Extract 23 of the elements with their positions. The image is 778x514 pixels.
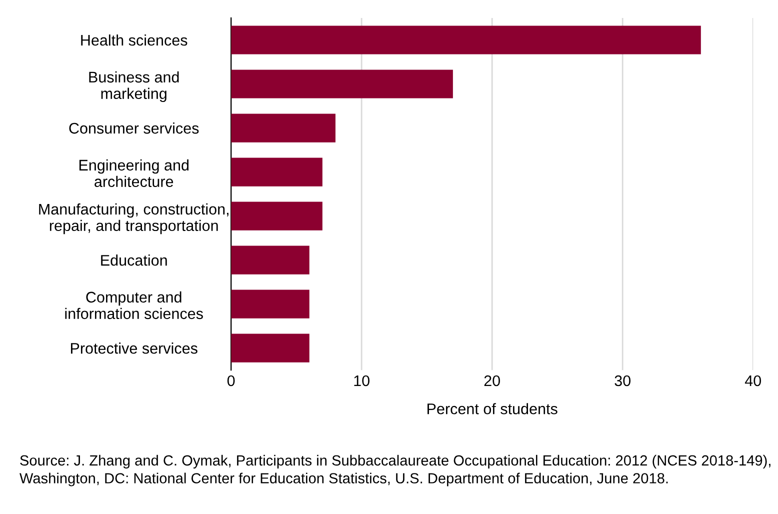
- x-tick-label: 30: [614, 375, 630, 386]
- x-axis-title: Percent of students: [428, 403, 558, 414]
- y-tick-label: Protective services: [70, 342, 198, 354]
- x-tick-label: 0: [227, 375, 235, 386]
- y-tick-label: Consumer services: [69, 122, 199, 134]
- bar: [231, 246, 310, 274]
- bar: [231, 290, 310, 318]
- bar: [231, 70, 453, 98]
- bar: [231, 334, 310, 362]
- y-tick-label: Engineering and architecture: [79, 159, 189, 188]
- x-tick-label: 20: [484, 375, 500, 386]
- y-tick-label: Business and marketing: [89, 71, 179, 102]
- bar: [231, 26, 701, 54]
- bar: [231, 202, 322, 230]
- x-tick-label: 10: [354, 375, 370, 386]
- y-tick-label: Education: [101, 254, 167, 266]
- y-tick-label: Manufacturing, construction, repair, and transportation: [39, 203, 228, 234]
- bar: [231, 158, 322, 186]
- x-tick-label: 40: [744, 375, 762, 386]
- bar: [231, 114, 336, 142]
- y-tick-label: Health sciences: [81, 34, 188, 46]
- y-tick-label: Computer and information sciences: [65, 291, 203, 320]
- source-note: Source: J. Zhang and C. Oymak, Participants in Subbaccalaureate Occupational Education: 2012 (NCES 2018-149), Washington, DC: National Center for Education Statistics, U.S. Department of Education, June 2018.: [20, 454, 770, 486]
